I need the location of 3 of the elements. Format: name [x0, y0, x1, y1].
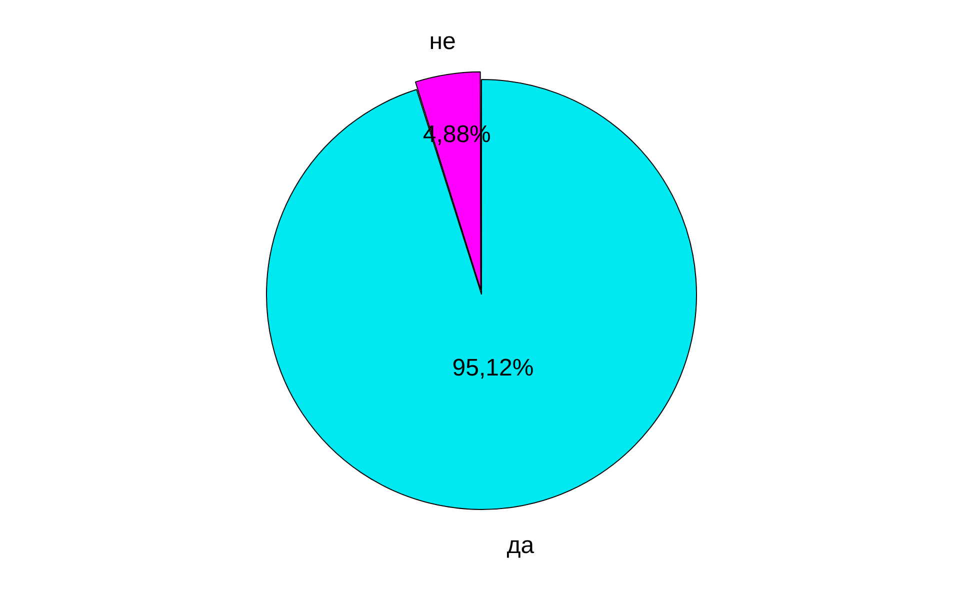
- data-label: 95,12%: [452, 354, 534, 382]
- slice-label: да: [506, 532, 535, 560]
- slice-label: не: [429, 28, 456, 56]
